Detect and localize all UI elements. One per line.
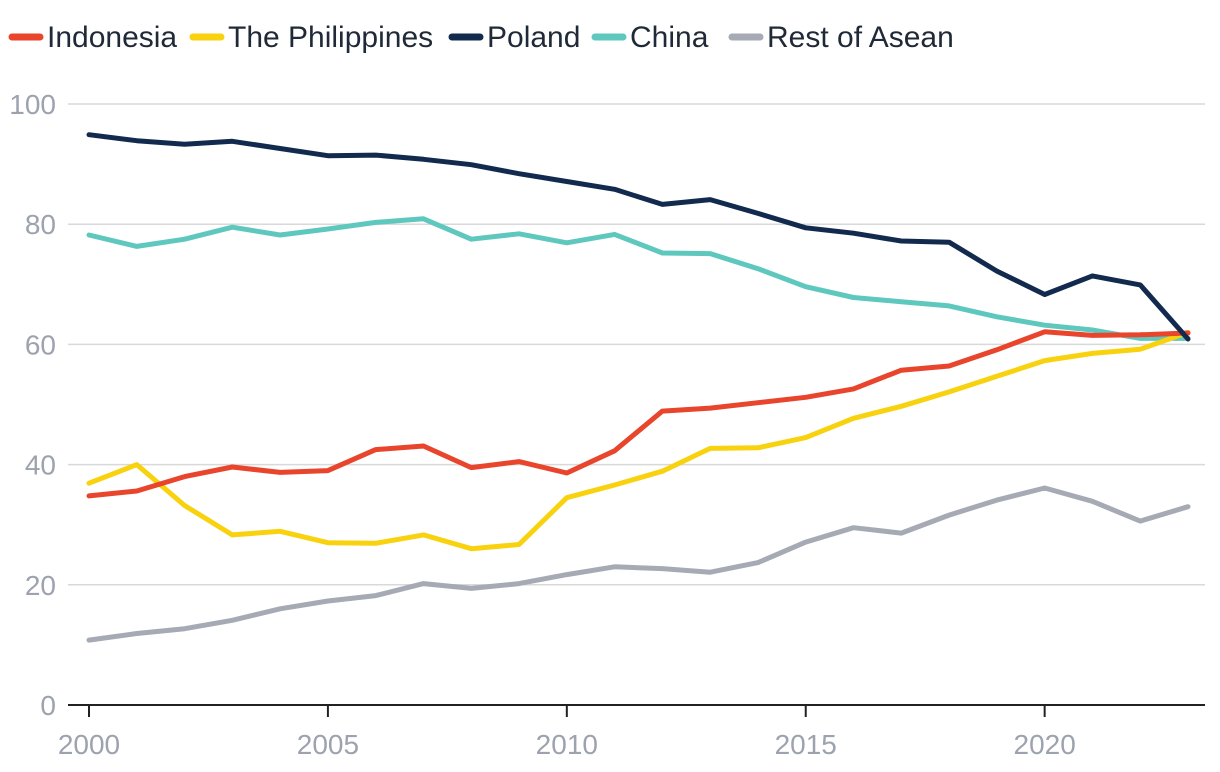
series-lines	[86, 132, 1191, 643]
x-axis: 2000 2005 2010 2015 2020	[58, 704, 1205, 760]
series-line-rest-of-asean	[86, 485, 1191, 643]
legend-item-rest-of-asean: Rest of Asean	[728, 21, 954, 54]
y-tick-label-0: 0	[40, 690, 56, 721]
legend-label-rest-of-asean: Rest of Asean	[767, 21, 954, 54]
gridlines	[68, 103, 1205, 586]
series-line-poland	[86, 132, 1191, 342]
y-axis-tick-labels: 0 20 40 60 80 100	[9, 89, 56, 721]
legend-label-china: China	[630, 21, 709, 54]
x-tick-label-2000: 2000	[58, 729, 120, 760]
x-tick-label-2020: 2020	[1014, 729, 1076, 760]
y-tick-label-60: 60	[25, 329, 56, 360]
x-tick-label-2010: 2010	[536, 729, 598, 760]
legend-item-indonesia: Indonesia	[8, 21, 177, 54]
legend-label-indonesia: Indonesia	[47, 21, 177, 54]
legend-label-poland: Poland	[487, 21, 580, 54]
y-tick-label-80: 80	[25, 209, 56, 240]
series-line-indonesia	[86, 329, 1191, 499]
y-tick-label-20: 20	[25, 570, 56, 601]
x-tick-label-2015: 2015	[775, 729, 837, 760]
x-tick-label-2005: 2005	[297, 729, 359, 760]
legend-item-poland: Poland	[448, 21, 580, 54]
chart-legend: Indonesia The Philippines Poland China Rest …	[8, 21, 954, 54]
legend-item-china: China	[591, 21, 709, 54]
y-tick-label-100: 100	[9, 89, 56, 120]
y-tick-label-40: 40	[25, 450, 56, 481]
series-line-china	[86, 216, 1191, 341]
series-line-the-philippines	[86, 329, 1191, 552]
legend-label-the-philippines: The Philippines	[228, 21, 433, 54]
legend-item-the-philippines: The Philippines	[189, 21, 433, 54]
